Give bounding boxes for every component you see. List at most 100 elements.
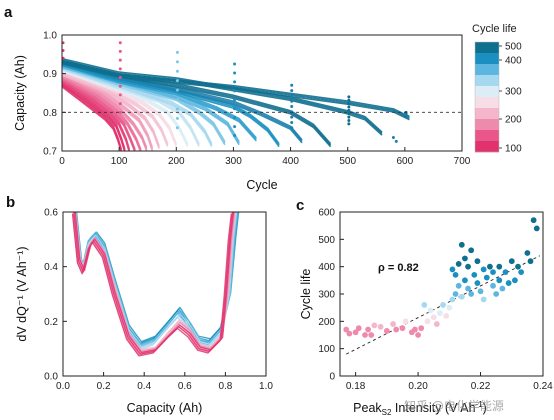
- scatter-point: [402, 318, 409, 325]
- dvdq-curve: [73, 213, 238, 346]
- initial-point: [62, 56, 65, 60]
- spike-point-300: [233, 89, 237, 93]
- spike-point-100: [118, 58, 122, 62]
- spike-point-extra: [403, 112, 407, 116]
- spike-point-500: [347, 119, 351, 123]
- spike-point-200: [175, 116, 179, 120]
- initial-point: [62, 41, 65, 45]
- y-tick-label-a: 0.7: [43, 147, 57, 158]
- watermark: 知乎 @电化学能源: [404, 398, 504, 413]
- scatter-point: [399, 325, 406, 332]
- capacity-curve-608: [62, 61, 410, 119]
- scatter-point: [490, 269, 496, 276]
- y-tick-label-c: 300: [318, 290, 335, 301]
- x-tick-label-a: 700: [454, 156, 471, 167]
- spike-point-200: [175, 79, 179, 83]
- scatter-point: [468, 291, 475, 297]
- scatter-point: [449, 266, 456, 273]
- dvdq-curve: [74, 212, 236, 352]
- scatter-point: [524, 250, 531, 256]
- spike-point-400: [290, 105, 294, 109]
- scatter-point: [430, 314, 437, 321]
- spike-point-200: [175, 60, 179, 64]
- scatter-point: [365, 326, 372, 333]
- spike-point-200: [175, 88, 179, 92]
- dvdq-curve: [74, 212, 237, 351]
- spike-point-200: [175, 126, 179, 130]
- x-axis-label-b: Capacity (Ah): [127, 401, 203, 415]
- dvdq-curve: [75, 212, 238, 348]
- y-tick-label-c: 100: [318, 344, 335, 355]
- scatter-point: [443, 312, 450, 319]
- scatter-point: [530, 217, 537, 224]
- scatter-point: [455, 261, 462, 267]
- y-tick-label-a: 0.9: [43, 69, 57, 80]
- y-tick-label-b: 0.0: [44, 372, 58, 383]
- scatter-point: [515, 263, 521, 270]
- scatter-point: [452, 271, 459, 278]
- scatter-point: [527, 258, 534, 265]
- scatter-point: [458, 293, 465, 300]
- y-tick-label-c: 400: [318, 262, 335, 273]
- scatter-point: [415, 332, 421, 338]
- spike-point-extra: [391, 135, 395, 139]
- scatter-point: [496, 263, 503, 270]
- y-axis-label-c: Cycle life: [299, 269, 313, 320]
- spike-point-400: [290, 126, 294, 130]
- chart-c: 0.18 0.20 0.22 0.24 0 100 200 300 400 500 600 ρ = …: [299, 208, 553, 418]
- scatter-point: [343, 326, 350, 333]
- y-axis-label-b: dV dQ⁻¹ (V Ah⁻¹): [15, 246, 29, 341]
- spike-point-500: [347, 98, 351, 102]
- scatter-point: [487, 263, 493, 270]
- spike-point-100: [118, 84, 122, 88]
- chart-a: 0 100 200 300 400 500 600 700 0.7 0.8 0.9 1.0 Cycle…: [13, 31, 471, 193]
- colorbar: Cycle life 500 400 300 200 100: [472, 23, 522, 155]
- spike-point-300: [233, 71, 237, 75]
- capacity-curve-340: [62, 64, 257, 142]
- capacity-curve-420: [62, 62, 303, 144]
- scatter-point: [427, 307, 434, 314]
- scatter-point: [424, 318, 431, 325]
- scatter-point: [533, 225, 540, 232]
- spike-point-100: [118, 76, 122, 80]
- scatter-point: [433, 321, 440, 327]
- colorbar-segment: [475, 130, 499, 142]
- spike-point-200: [175, 107, 179, 111]
- colorbar-segment: [475, 64, 499, 76]
- scatter-point: [505, 280, 512, 286]
- dvdq-curve: [75, 212, 239, 345]
- spike-point-200: [175, 98, 179, 102]
- scatter-point: [418, 325, 425, 332]
- x-tick-label-b: 1.0: [259, 381, 273, 392]
- scatter-point: [412, 326, 418, 333]
- x-tick-label-c: 0.20: [408, 381, 428, 392]
- scatter-point: [474, 258, 481, 265]
- spike-point-extra: [394, 139, 398, 143]
- spike-point-300: [233, 125, 237, 129]
- x-tick-label-b: 0.2: [97, 381, 111, 392]
- x-tick-label-c: 0.22: [471, 381, 491, 392]
- colorbar-tick-label: 200: [505, 115, 522, 126]
- spike-point-100: [118, 110, 122, 114]
- colorbar-segment: [475, 108, 499, 120]
- scatter-point: [462, 255, 468, 262]
- scatter-point: [452, 291, 459, 297]
- spike-point-100: [118, 102, 122, 106]
- x-tick-label-b: 0.8: [218, 381, 232, 392]
- scatter-point: [346, 330, 353, 337]
- scatter-point: [496, 277, 503, 284]
- spike-point-500: [347, 108, 351, 112]
- scatter-point: [502, 269, 509, 276]
- x-tick-label-a: 600: [397, 156, 414, 167]
- spike-point-300: [233, 98, 237, 102]
- scatter-point: [477, 288, 484, 295]
- scatter-point: [465, 263, 471, 270]
- colorbar-segment: [475, 86, 499, 98]
- spike-point-400: [290, 99, 294, 103]
- y-axis-label-a: Capacity (Ah): [13, 55, 27, 131]
- spike-point-100: [118, 67, 122, 71]
- scatter-point: [483, 274, 490, 281]
- x-tick-label-a: 300: [225, 156, 242, 167]
- panel-label-c: c: [296, 197, 304, 214]
- scatter-point: [458, 241, 465, 248]
